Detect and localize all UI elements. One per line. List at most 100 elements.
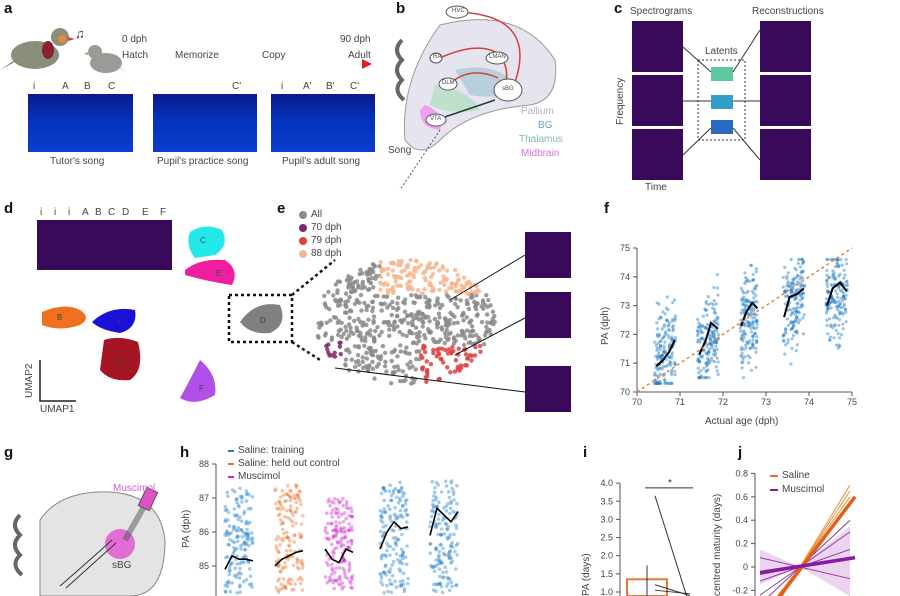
h-point [279, 507, 283, 512]
h-point [394, 517, 398, 521]
f-point [672, 298, 677, 302]
scatter-point [362, 343, 367, 348]
f-point [716, 333, 721, 337]
h-point [284, 499, 289, 503]
h-point [449, 556, 454, 560]
h-point [285, 530, 289, 535]
h-point [224, 590, 228, 594]
scatter-point [445, 365, 450, 370]
scatter-point [469, 358, 474, 363]
h-point [288, 508, 293, 512]
h-point [434, 589, 438, 593]
f-point [739, 329, 743, 333]
scatter-point [480, 300, 486, 305]
f-point [789, 283, 793, 287]
f-point [705, 344, 709, 349]
f-point [844, 257, 848, 262]
f-point [714, 351, 718, 355]
h-point [246, 560, 251, 564]
h-point [246, 538, 251, 542]
scatter-point [363, 335, 368, 340]
scatter-point [358, 267, 363, 273]
scatter-point [473, 306, 479, 312]
h-point [342, 530, 346, 535]
f-point [696, 357, 700, 361]
f-point [707, 350, 711, 354]
h-point [431, 498, 435, 503]
h-point [239, 572, 243, 576]
f-point [789, 308, 793, 312]
scatter-point [416, 339, 422, 344]
f-point [789, 257, 793, 262]
h-point [447, 556, 451, 561]
scatter-point [466, 340, 471, 345]
h-point [452, 498, 456, 502]
f-point [670, 373, 674, 377]
scatter-point [437, 287, 442, 292]
scatter-point [332, 350, 337, 355]
f-point [670, 325, 675, 329]
h-point [246, 533, 250, 538]
h-point [341, 536, 346, 540]
f-point [665, 318, 669, 323]
scatter-point [443, 347, 448, 353]
h-point [445, 527, 450, 532]
h-point [396, 489, 401, 493]
f-point [754, 293, 758, 298]
scatter-point [446, 347, 452, 352]
i-y-tick-label: 3.0 [600, 514, 613, 524]
f-point [740, 366, 744, 370]
f-point [800, 261, 805, 266]
h-point [349, 514, 354, 518]
scatter-point [461, 275, 467, 280]
f-point [783, 289, 787, 293]
h-point [405, 513, 410, 517]
f-point [799, 271, 803, 275]
h-point [242, 511, 246, 516]
h-point [232, 573, 237, 578]
h-point [294, 521, 298, 526]
cluster-b [42, 306, 86, 329]
h-point [392, 529, 396, 533]
h-point [449, 499, 453, 504]
scatter-point [356, 362, 362, 367]
f-point [796, 274, 800, 278]
f-point [842, 268, 846, 272]
f-point [755, 338, 759, 342]
scatter-point [367, 364, 372, 369]
f-point [789, 327, 793, 331]
f-point [782, 339, 786, 343]
h-point [344, 506, 349, 510]
h-point [454, 567, 458, 571]
h-point [434, 546, 439, 550]
umap1-label: UMAP1 [40, 404, 75, 415]
h-point [398, 480, 402, 485]
h-point [295, 506, 299, 511]
f-point [744, 343, 748, 347]
f-point [701, 314, 705, 318]
f-point [795, 315, 799, 319]
h-point [379, 514, 383, 519]
h-point [291, 524, 295, 528]
h-point [442, 532, 447, 536]
f-point [667, 321, 672, 325]
f-point [657, 317, 661, 321]
scatter-point [386, 266, 391, 271]
h-point [381, 570, 386, 574]
h-point [326, 537, 331, 542]
scatter-point [477, 343, 483, 349]
h-point [284, 586, 288, 591]
scatter-point [372, 376, 377, 381]
h-point [280, 586, 285, 590]
f-point [802, 284, 806, 288]
h-point [298, 581, 303, 586]
f-point [712, 360, 717, 364]
scatter-point [453, 296, 459, 302]
h-point [435, 562, 440, 567]
scatter-point [433, 303, 438, 308]
h-point [240, 494, 244, 499]
h-point [347, 563, 352, 568]
f-point [706, 295, 710, 299]
scatter-point [373, 328, 378, 334]
h-point [278, 542, 282, 547]
